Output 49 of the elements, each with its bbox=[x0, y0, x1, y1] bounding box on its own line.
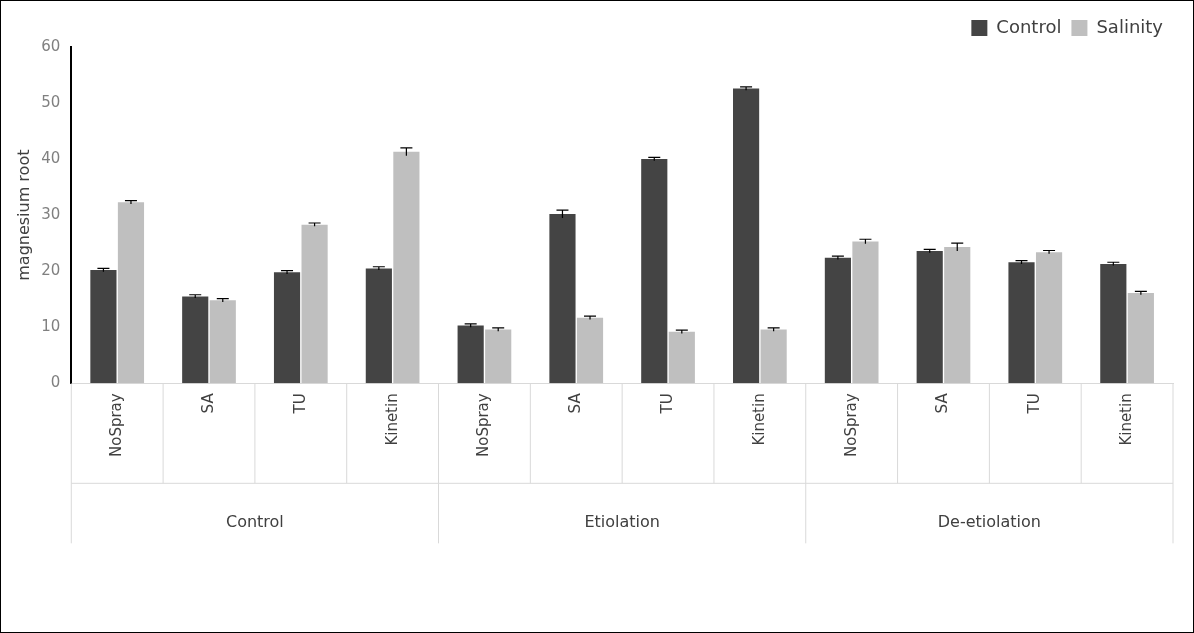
bar bbox=[576, 317, 604, 384]
bar bbox=[549, 214, 576, 384]
x-tick-label: SA bbox=[566, 392, 585, 414]
bar bbox=[760, 329, 787, 384]
x-tick-label: NoSpray bbox=[107, 393, 126, 458]
bar bbox=[182, 296, 209, 384]
bar bbox=[301, 224, 328, 384]
legend-label: Salinity bbox=[1096, 15, 1164, 37]
x-tick-label: SA bbox=[933, 392, 952, 414]
y-tick-label: 50 bbox=[41, 92, 61, 111]
y-axis-title: magnesium root bbox=[13, 149, 33, 281]
text: De-etiolation bbox=[937, 512, 1041, 532]
x-tick-label: NoSpray bbox=[474, 393, 493, 458]
bar bbox=[1035, 252, 1063, 384]
bar bbox=[90, 270, 117, 384]
bar bbox=[1100, 263, 1127, 384]
y-tick-label: 60 bbox=[41, 36, 61, 55]
x-tick-label: Kinetin bbox=[1116, 393, 1135, 446]
x-tick-label: TU bbox=[657, 393, 676, 415]
bar bbox=[733, 88, 760, 384]
x-tick-label: Kinetin bbox=[382, 393, 401, 446]
bar bbox=[668, 331, 695, 384]
bar bbox=[641, 159, 668, 384]
bar bbox=[365, 268, 392, 384]
x-tick-label: TU bbox=[1025, 393, 1044, 415]
bar bbox=[485, 329, 512, 384]
y-tick-label: 20 bbox=[41, 261, 61, 280]
y-tick-label: 40 bbox=[41, 149, 61, 167]
x-tick-label: SA bbox=[198, 392, 217, 414]
bar bbox=[209, 300, 236, 384]
text: Control bbox=[225, 512, 284, 532]
bar bbox=[916, 251, 943, 384]
bar bbox=[457, 325, 484, 384]
text: Etiolation bbox=[584, 512, 660, 532]
bar bbox=[824, 257, 851, 384]
bar bbox=[944, 247, 971, 384]
bar bbox=[1008, 262, 1035, 384]
bar bbox=[273, 272, 301, 384]
x-tick-label: NoSpray bbox=[841, 393, 860, 458]
y-tick-label: 10 bbox=[41, 317, 61, 336]
legend-label: Control bbox=[996, 15, 1062, 37]
y-tick-label: 0 bbox=[50, 373, 61, 392]
bar bbox=[1127, 293, 1154, 384]
bar bbox=[852, 241, 879, 384]
bar bbox=[117, 202, 145, 384]
bar bbox=[393, 151, 420, 384]
x-tick-label: Kinetin bbox=[749, 393, 768, 446]
x-tick-label: TU bbox=[290, 393, 309, 415]
y-tick-label: 30 bbox=[41, 205, 61, 224]
